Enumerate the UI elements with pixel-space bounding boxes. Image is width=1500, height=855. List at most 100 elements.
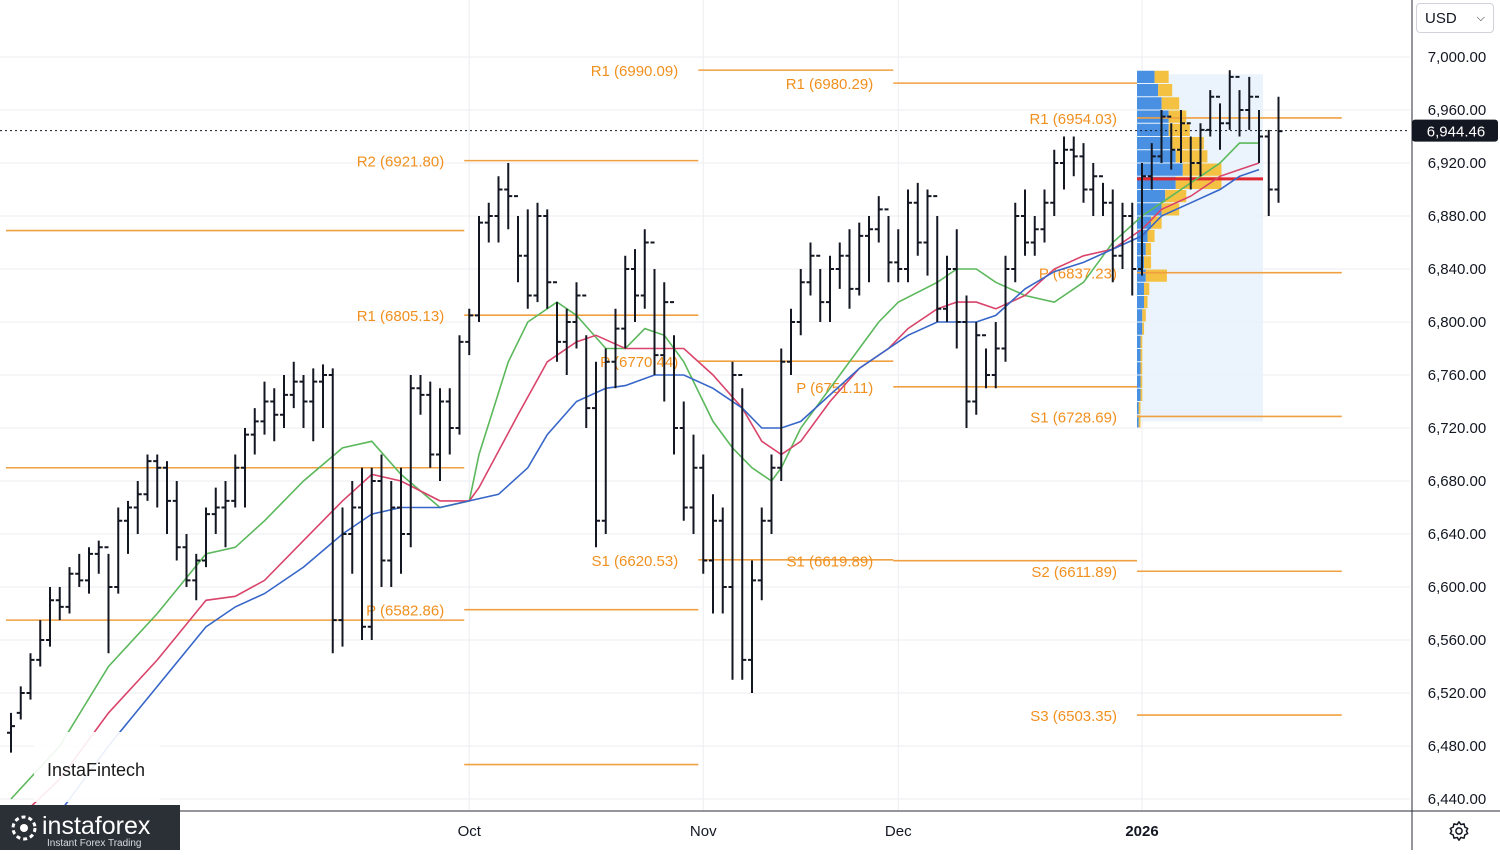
ohlc-bar xyxy=(1128,202,1137,296)
currency-selector[interactable]: USD ⌵ xyxy=(1416,3,1494,33)
y-tick-label: 6,800.00 xyxy=(1428,314,1486,331)
ohlc-bar xyxy=(1030,216,1039,256)
y-tick-label: 6,760.00 xyxy=(1428,367,1486,384)
ohlc-bar xyxy=(631,249,639,322)
profile-bin-sell xyxy=(1140,388,1143,401)
ohlc-bar xyxy=(289,361,298,409)
x-tick-label: Nov xyxy=(690,823,717,840)
ohlc-bar xyxy=(309,368,318,442)
ohlc-bar xyxy=(1060,136,1068,190)
ohlc-bar xyxy=(757,507,766,601)
ohlc-bar xyxy=(1069,136,1078,177)
ohlc-bar xyxy=(562,308,571,375)
profile-bin-buy xyxy=(1137,388,1141,401)
ohlc-bar xyxy=(55,587,64,621)
ohlc-bar xyxy=(221,481,230,548)
profile-bin-sell xyxy=(1138,402,1141,415)
ohlc-bars xyxy=(7,70,1283,753)
ohlc-bar xyxy=(1040,189,1049,243)
moving-average-line xyxy=(10,142,1259,800)
profile-bin-buy xyxy=(1137,163,1183,176)
profile-bin-sell xyxy=(1172,137,1204,150)
last-price-label: 6,944.46 xyxy=(1427,124,1485,141)
moving-average-line xyxy=(10,168,1260,853)
ohlc-bar xyxy=(1225,70,1234,130)
ohlc-bar xyxy=(816,254,825,322)
profile-bin-sell xyxy=(1145,269,1167,282)
ohlc-bar xyxy=(1274,96,1283,203)
ohlc-bar xyxy=(982,334,990,389)
pivot-level-label: S1 (6620.53) xyxy=(592,553,679,570)
ohlc-bar xyxy=(806,242,815,296)
ohlc-bar xyxy=(338,507,347,647)
ohlc-bar xyxy=(1099,175,1107,216)
ohlc-bar xyxy=(709,494,717,614)
ohlc-bar xyxy=(1186,122,1195,190)
ohlc-bar xyxy=(231,454,240,508)
ohlc-bar xyxy=(621,255,630,349)
ohlc-bar xyxy=(377,454,386,587)
ohlc-bar xyxy=(884,208,893,283)
x-tick-label: Oct xyxy=(458,823,482,840)
ohlc-bar xyxy=(280,375,288,428)
ohlc-bar xyxy=(192,553,201,601)
profile-bin-buy xyxy=(1137,282,1145,295)
profile-bin-buy xyxy=(1137,84,1159,97)
profile-bin-sell xyxy=(1142,322,1145,335)
profile-bin-buy xyxy=(1137,296,1145,309)
currency-value: USD xyxy=(1425,9,1457,27)
ohlc-bar xyxy=(348,481,357,574)
profile-bin-sell xyxy=(1144,282,1150,295)
profile-bin-buy xyxy=(1137,97,1162,110)
grid xyxy=(0,0,1410,810)
ohlc-bar xyxy=(718,507,727,614)
ohlc-bar xyxy=(436,388,444,481)
profile-bin-buy xyxy=(1137,256,1145,269)
ohlc-bar xyxy=(241,428,249,508)
ohlc-bar xyxy=(445,388,454,455)
brand-badge xyxy=(0,805,180,850)
ohlc-bar xyxy=(1206,90,1215,137)
ohlc-bar xyxy=(1108,189,1117,283)
ohlc-bar xyxy=(640,229,649,309)
ohlc-bar xyxy=(319,364,327,428)
x-tick-label: Dec xyxy=(885,823,912,840)
ohlc-bar xyxy=(523,209,532,309)
ohlc-bar xyxy=(1255,95,1263,163)
ohlc-bar xyxy=(543,209,552,309)
profile-bin-buy xyxy=(1137,309,1143,322)
ohlc-bar xyxy=(991,322,1000,389)
profile-bin-sell xyxy=(1138,415,1141,428)
ohlc-bar xyxy=(504,163,513,230)
ohlc-bar xyxy=(143,454,152,501)
pivot-level-label: S1 (6728.69) xyxy=(1030,409,1117,426)
pivot-level-label: P (6770.44) xyxy=(600,354,678,371)
y-tick-label: 6,480.00 xyxy=(1428,738,1486,755)
last-price-badge xyxy=(1412,119,1498,142)
ohlc-bar xyxy=(85,547,93,594)
settings-button[interactable] xyxy=(1447,819,1471,843)
y-tick-label: 6,920.00 xyxy=(1428,155,1486,172)
ohlc-bar xyxy=(114,507,123,594)
y-tick-label: 6,960.00 xyxy=(1428,102,1486,119)
y-tick-label: 6,520.00 xyxy=(1428,685,1486,702)
ohlc-bar xyxy=(679,401,688,521)
moving-averages xyxy=(10,142,1260,853)
ohlc-bar xyxy=(367,467,376,640)
ohlc-bar xyxy=(172,481,181,561)
y-tick-label: 6,720.00 xyxy=(1428,420,1486,437)
profile-bin-buy xyxy=(1137,402,1139,415)
brand-logo-core xyxy=(20,824,28,832)
ohlc-bar xyxy=(728,361,737,680)
ohlc-bar xyxy=(962,295,971,428)
ohlc-bar xyxy=(855,222,864,296)
brand-logo-icon xyxy=(11,815,37,841)
pivot-level-label: R1 (6990.09) xyxy=(591,63,679,80)
pivot-level-label: S3 (6503.35) xyxy=(1030,708,1117,725)
ohlc-bar xyxy=(250,408,259,455)
ohlc-bar xyxy=(787,308,795,375)
profile-bin-sell xyxy=(1144,296,1148,309)
ohlc-bar xyxy=(572,282,581,349)
